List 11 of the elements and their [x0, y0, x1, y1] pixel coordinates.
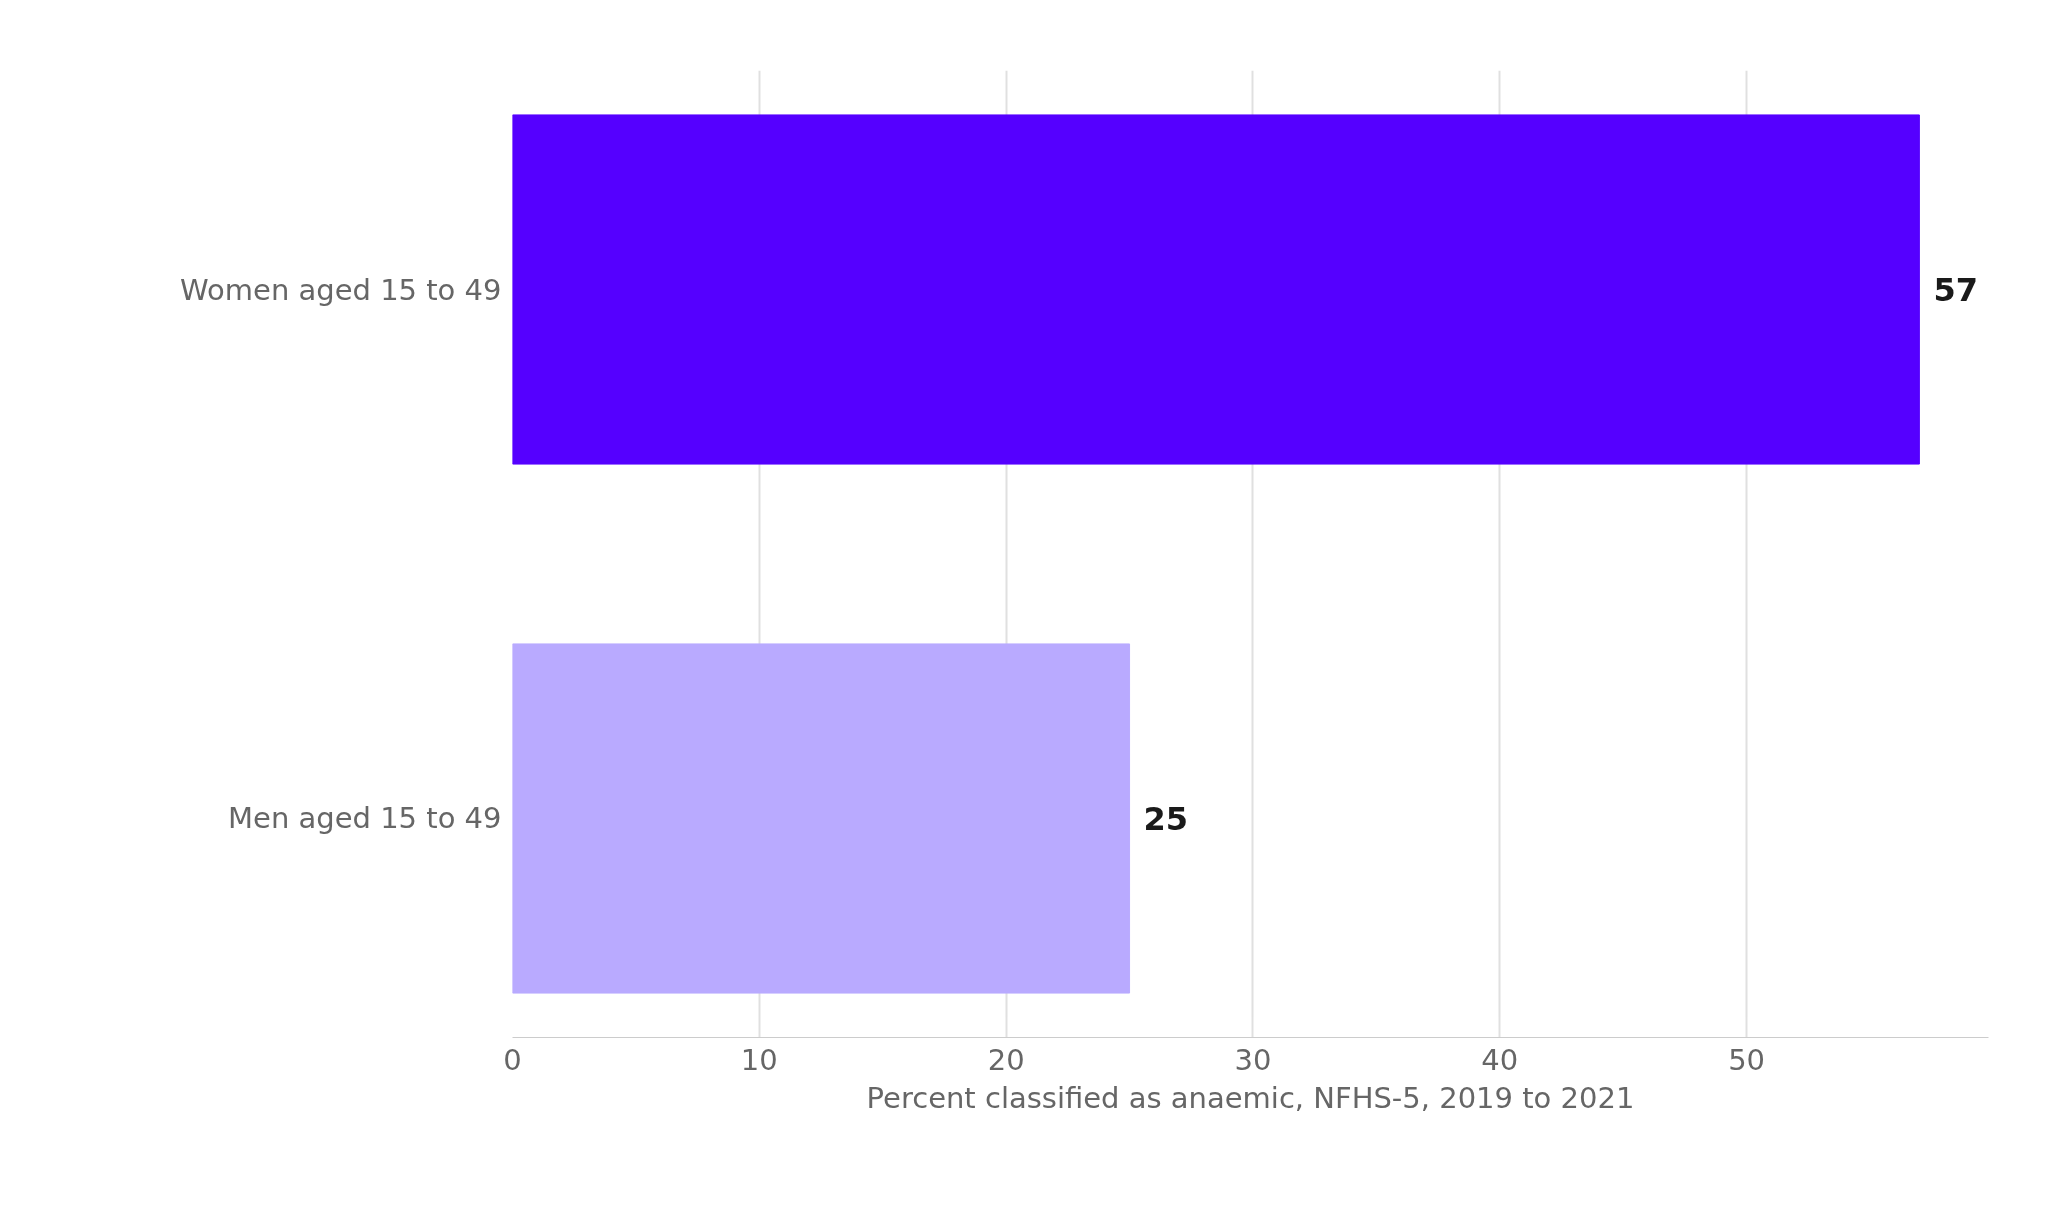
x-tick-label: 10	[740, 1042, 778, 1077]
x-tick-label: 50	[1728, 1042, 1766, 1077]
x-tick-label: 0	[503, 1042, 522, 1077]
x-tick-label: 40	[1481, 1042, 1519, 1077]
data-label: 25	[1143, 800, 1189, 838]
x-axis-title: Percent classified as anaemic, NFHS-5, 2019 to 2021	[866, 1080, 1635, 1115]
x-tick-label: 20	[987, 1042, 1025, 1077]
x-tick-label: 30	[1234, 1042, 1272, 1077]
y-tick-label: Women aged 15 to 49	[180, 272, 502, 307]
y-tick-label: Men aged 15 to 49	[228, 801, 502, 836]
data-label: 57	[1933, 271, 1978, 309]
